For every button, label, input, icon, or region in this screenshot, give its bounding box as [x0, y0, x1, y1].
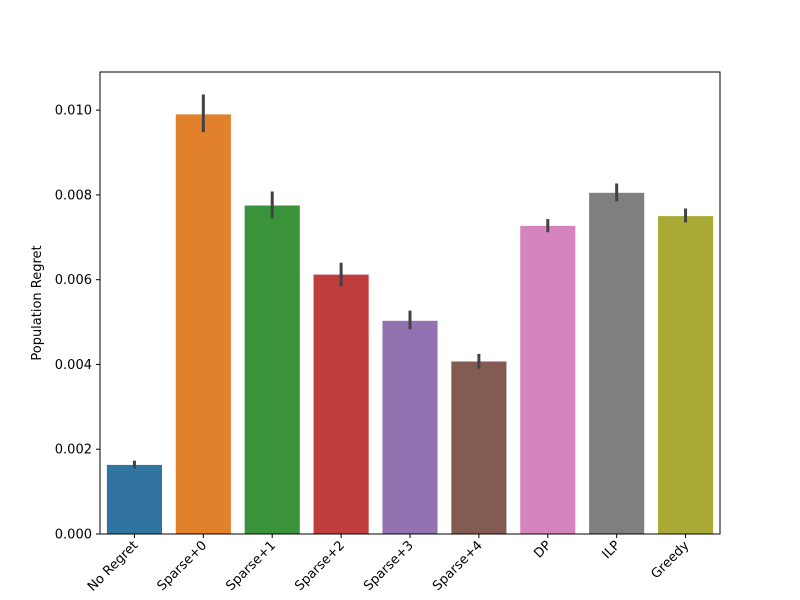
- y-tick-label: 0.000: [55, 528, 92, 543]
- bar-sparse-2: [313, 274, 369, 534]
- error-bars-layer: [132, 94, 688, 469]
- y-axis-title: Population Regret: [30, 245, 45, 360]
- x-tick-label: No Regret: [85, 538, 141, 594]
- y-tick-label: 0.006: [55, 273, 92, 288]
- y-tick-label: 0.004: [55, 358, 92, 373]
- x-tick-label: DP: [531, 538, 554, 561]
- x-axis: No Regret Sparse+0 Sparse+1 Sparse+2 Sparse+…: [85, 534, 693, 595]
- y-tick-label: 0.002: [55, 443, 92, 458]
- bar-greedy: [658, 216, 714, 534]
- bar-dp: [520, 225, 576, 535]
- y-tick-label: 0.010: [55, 104, 92, 119]
- bar-sparse-4: [451, 361, 507, 534]
- bar-ilp: [589, 192, 645, 535]
- plot-frame: [99, 71, 721, 535]
- y-tick-label: 0.008: [55, 188, 92, 203]
- y-axis: 0.000 0.002 0.004 0.006 0.008 0.010: [55, 104, 100, 543]
- x-tick-label: Sparse+1: [223, 538, 279, 594]
- bar-sparse-1: [244, 205, 300, 534]
- bar-sparse-3: [382, 320, 438, 534]
- bar-no-regret: [106, 464, 162, 534]
- x-tick-label: Greedy: [648, 538, 692, 582]
- bars-layer: [106, 114, 714, 535]
- x-tick-label: Sparse+0: [154, 538, 210, 594]
- x-tick-label: Sparse+2: [292, 538, 348, 594]
- x-tick-label: Sparse+3: [361, 538, 417, 594]
- bar-sparse-0: [175, 114, 231, 535]
- x-tick-label: ILP: [600, 538, 624, 562]
- x-tick-label: Sparse+4: [430, 538, 486, 594]
